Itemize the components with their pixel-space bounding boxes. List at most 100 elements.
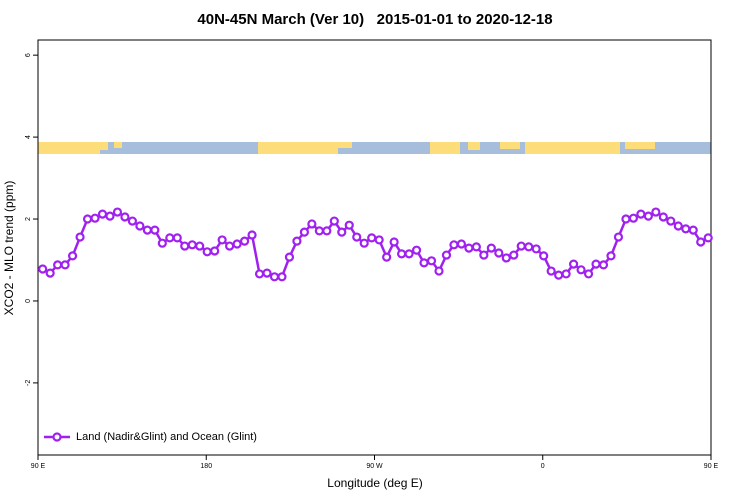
point: [172, 233, 182, 243]
point: [142, 225, 152, 235]
point: [449, 240, 459, 250]
point: [673, 221, 683, 231]
point: [314, 226, 324, 236]
point: [658, 212, 668, 222]
point: [232, 239, 242, 249]
point: [426, 256, 437, 266]
point: [150, 225, 160, 235]
y-tick-label: 2: [25, 217, 32, 221]
point: [516, 241, 526, 251]
x-tick-label: 90 W: [366, 463, 383, 470]
point: [568, 259, 579, 269]
point: [621, 214, 631, 224]
point: [67, 251, 78, 261]
point: [239, 236, 250, 246]
point: [561, 269, 571, 279]
point: [344, 220, 354, 230]
point: [247, 230, 257, 240]
point: [524, 242, 534, 252]
point: [292, 236, 302, 246]
point: [97, 209, 108, 219]
point: [105, 211, 115, 221]
point: [531, 244, 541, 254]
point: [598, 260, 609, 270]
point: [703, 233, 713, 243]
point: [157, 238, 167, 248]
point: [576, 265, 586, 275]
chart-title: 40N-45N March (Ver 10) 2015-01-01 to 202…: [197, 11, 552, 28]
point: [53, 260, 63, 270]
point: [254, 269, 265, 279]
legend-label: Land (Nadir&Glint) and Ocean (Glint): [76, 431, 257, 443]
point: [187, 240, 197, 250]
point: [613, 232, 624, 242]
point: [135, 221, 145, 231]
point: [434, 266, 444, 276]
x-tick-label: 90 E: [704, 463, 719, 470]
point: [82, 214, 93, 224]
point: [464, 243, 474, 253]
point: [606, 251, 616, 261]
point: [165, 233, 175, 243]
point: [210, 246, 220, 256]
x-axis-label: Longitude (deg E): [327, 476, 422, 490]
point: [120, 212, 130, 222]
point: [479, 250, 489, 260]
point: [60, 260, 70, 270]
point: [681, 224, 691, 234]
point: [696, 237, 706, 247]
y-tick-label: 6: [25, 53, 32, 57]
point: [494, 248, 504, 258]
x-tick-label: 90 E: [31, 463, 46, 470]
point: [374, 235, 384, 245]
point: [382, 252, 392, 262]
point: [509, 250, 519, 260]
point: [628, 213, 639, 223]
point: [337, 227, 347, 237]
x-tick-label: 180: [200, 463, 212, 470]
point: [299, 227, 309, 237]
point: [262, 268, 272, 278]
point: [389, 237, 399, 247]
point: [666, 216, 676, 226]
series-line: [42, 210, 709, 279]
point: [471, 242, 481, 252]
point: [359, 238, 369, 248]
point: [202, 247, 212, 257]
point: [180, 241, 190, 251]
point: [284, 252, 295, 262]
point: [486, 243, 496, 253]
point: [75, 232, 85, 242]
point: [651, 207, 661, 217]
point: [277, 272, 287, 282]
land-ocean-strip: [38, 142, 711, 154]
point: [90, 213, 100, 223]
point: [397, 249, 407, 259]
point: [217, 235, 227, 245]
y-axis-label: XCO2 - MLO trend (ppm): [2, 181, 16, 316]
point: [112, 207, 123, 217]
point: [539, 251, 549, 261]
point: [38, 264, 48, 274]
point: [411, 245, 422, 255]
point: [583, 269, 594, 279]
point: [269, 272, 280, 282]
point: [546, 266, 556, 276]
point: [688, 225, 698, 235]
point: [554, 270, 564, 280]
x-tick-label: 0: [541, 463, 545, 470]
point: [404, 249, 414, 259]
point: [322, 226, 332, 236]
point: [45, 268, 55, 278]
point: [329, 216, 339, 226]
point: [352, 232, 362, 242]
point: [225, 241, 235, 251]
point: [441, 250, 452, 260]
point: [307, 219, 317, 229]
point: [195, 241, 205, 251]
point: [127, 216, 138, 226]
y-tick-label: 4: [25, 135, 32, 139]
point: [419, 258, 429, 268]
legend-marker: [52, 432, 62, 442]
